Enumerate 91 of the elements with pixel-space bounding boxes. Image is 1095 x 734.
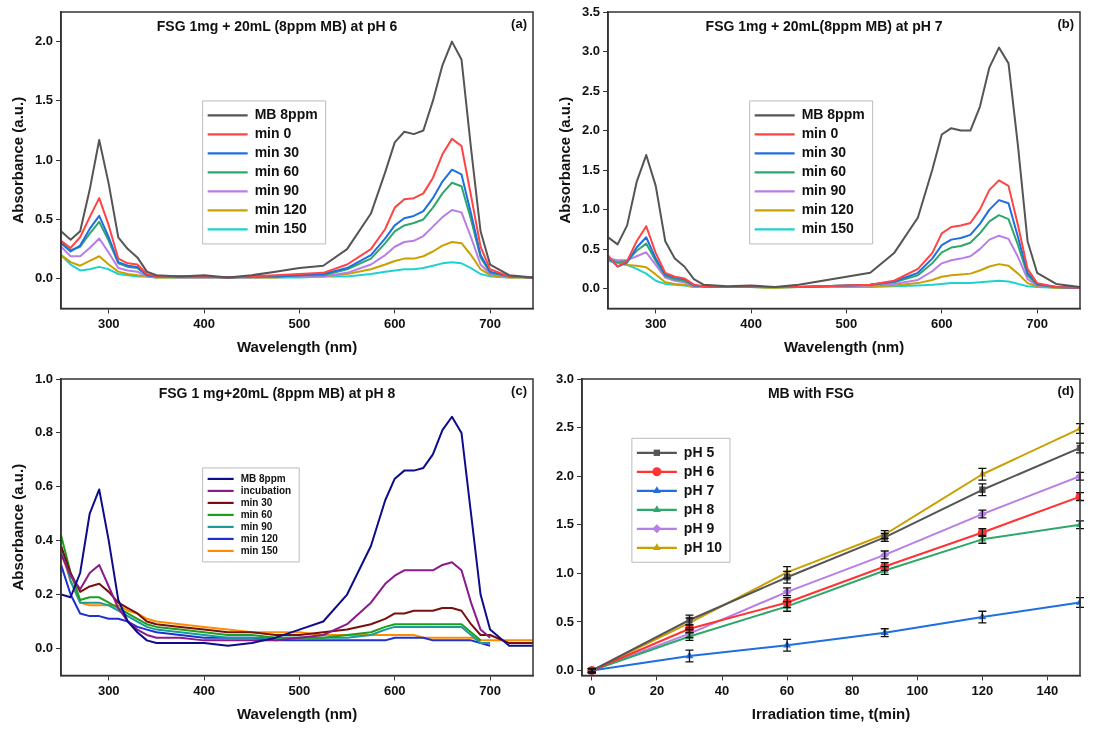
y-axis-title: Absorbance (a.u.) (9, 96, 27, 224)
y-tick-label: 0.0 (34, 640, 54, 656)
x-tick-label: 60 (779, 682, 795, 698)
y-tick-label: 0.5 (581, 240, 601, 256)
y-tick-label: 0.0 (555, 662, 575, 678)
y-tick-label: 0.6 (34, 478, 54, 494)
chart-title: FSG 1mg + 20mL(8ppm MB) at pH 7 (705, 17, 943, 34)
x-tick-label: 400 (193, 315, 215, 331)
x-axis-title: Wavelength (nm) (783, 338, 905, 356)
legend-label: min 150 (254, 220, 307, 237)
y-tick-label: 0.2 (34, 586, 54, 602)
x-tick-label: 400 (193, 682, 215, 698)
y-tick-label: 3.0 (581, 43, 601, 59)
x-axis-title: Wavelength (nm) (236, 338, 358, 356)
y-tick-label: 1.5 (555, 516, 575, 532)
x-tick-label: 500 (288, 682, 311, 698)
y-tick-label: 1.0 (34, 370, 54, 386)
y-tick-label: 2.5 (581, 82, 601, 98)
y-tick-label: 0.0 (34, 270, 54, 286)
x-tick-label: 500 (835, 315, 858, 331)
y-tick-label: 0.5 (555, 613, 575, 629)
legend-label: min 90 (801, 182, 847, 199)
chart-title: MB with FSG (767, 384, 855, 401)
y-tick-label: 2.0 (34, 33, 54, 49)
x-tick-label: 500 (288, 315, 311, 331)
x-tick-label: 400 (740, 315, 762, 331)
y-axis-title: Absorbance (a.u.) (556, 96, 574, 224)
x-tick-label: 80 (844, 682, 860, 698)
legend-label: pH 9 (683, 519, 715, 536)
legend-label: min 120 (240, 532, 279, 544)
legend-label: min 120 (801, 201, 854, 218)
x-tick-label: 300 (644, 315, 667, 331)
y-tick-label: 2.0 (581, 122, 601, 138)
x-axis-title: Irradiation time, t(min) (751, 705, 911, 723)
legend-label: min 30 (254, 144, 300, 161)
x-tick-label: 700 (479, 682, 501, 698)
annotation: (d) (1057, 383, 1074, 399)
y-tick-label: 3.0 (555, 370, 575, 386)
legend-label: pH 10 (683, 538, 723, 555)
x-tick-label: 40 (714, 682, 730, 698)
annotation: (c) (511, 383, 527, 399)
x-axis-title: Wavelength (nm) (236, 705, 358, 723)
y-tick-label: 3.5 (581, 3, 601, 19)
x-tick-label: 300 (97, 682, 120, 698)
chart-title: FSG 1 mg+20mL (8ppm MB) at pH 8 (158, 384, 396, 401)
y-axis-title: Absorbance (a.u.) (9, 463, 27, 591)
legend-label: pH 6 (683, 462, 715, 479)
legend-label: min 150 (801, 220, 854, 237)
x-tick-label: 600 (383, 315, 406, 331)
legend-label: pH 5 (683, 443, 715, 460)
x-tick-label: 20 (649, 682, 665, 698)
y-tick-label: 1.0 (34, 151, 54, 167)
y-tick-label: 1.5 (581, 161, 601, 177)
x-tick-label: 600 (383, 682, 406, 698)
legend-label: MB 8ppm (254, 106, 318, 123)
y-tick-label: 1.0 (555, 564, 575, 580)
legend-label: MB 8ppm (240, 472, 286, 484)
legend-label: min 90 (240, 520, 273, 532)
y-tick-label: 0.0 (581, 280, 601, 296)
x-tick-label: 600 (930, 315, 953, 331)
legend-label: min 60 (240, 508, 273, 520)
annotation: (a) (511, 16, 527, 32)
y-tick-label: 2.5 (555, 419, 575, 435)
x-tick-label: 120 (971, 682, 994, 698)
legend-label: pH 7 (683, 481, 715, 498)
y-tick-label: 2.0 (555, 467, 575, 483)
legend-label: min 60 (801, 163, 847, 180)
legend-label: incubation (240, 484, 292, 496)
y-tick-label: 0.4 (34, 532, 54, 548)
legend-label: min 60 (254, 163, 300, 180)
x-tick-label: 700 (479, 315, 501, 331)
legend-label: MB 8ppm (801, 106, 865, 123)
x-tick-label: 700 (1026, 315, 1048, 331)
legend-label: min 0 (254, 125, 292, 142)
x-tick-label: 300 (97, 315, 120, 331)
annotation: (b) (1057, 16, 1074, 32)
x-tick-label: 100 (906, 682, 929, 698)
y-tick-label: 1.5 (34, 92, 54, 108)
y-tick-label: 1.0 (581, 201, 601, 217)
text: FSG 1mg + 20mL (8ppm MB) at pH 6 (156, 17, 398, 34)
legend-label: min 90 (254, 182, 300, 199)
legend-label: min 30 (240, 496, 273, 508)
x-tick-label: 140 (1036, 682, 1059, 698)
legend-label: pH 8 (683, 500, 715, 517)
legend-label: min 0 (801, 125, 839, 142)
x-tick-label: 0 (588, 682, 596, 698)
legend-label: min 30 (801, 144, 847, 161)
y-tick-label: 0.5 (34, 211, 54, 227)
y-tick-label: 0.8 (34, 424, 54, 440)
legend-label: min 150 (240, 544, 279, 556)
legend-label: min 120 (254, 201, 307, 218)
